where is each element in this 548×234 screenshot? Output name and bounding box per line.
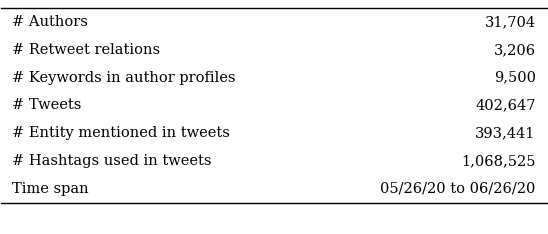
Text: 3,206: 3,206 <box>494 43 536 57</box>
Text: Time span: Time span <box>12 182 89 196</box>
Text: # Retweet relations: # Retweet relations <box>12 43 161 57</box>
Text: # Hashtags used in tweets: # Hashtags used in tweets <box>12 154 212 168</box>
Text: 9,500: 9,500 <box>494 71 536 85</box>
Text: # Tweets: # Tweets <box>12 99 82 113</box>
Text: 402,647: 402,647 <box>475 99 536 113</box>
Text: 31,704: 31,704 <box>484 15 536 29</box>
Text: 05/26/20 to 06/26/20: 05/26/20 to 06/26/20 <box>380 182 536 196</box>
Text: # Authors: # Authors <box>12 15 88 29</box>
Text: # Entity mentioned in tweets: # Entity mentioned in tweets <box>12 126 230 140</box>
Text: 1,068,525: 1,068,525 <box>461 154 536 168</box>
Text: # Keywords in author profiles: # Keywords in author profiles <box>12 71 236 85</box>
Text: 393,441: 393,441 <box>475 126 536 140</box>
